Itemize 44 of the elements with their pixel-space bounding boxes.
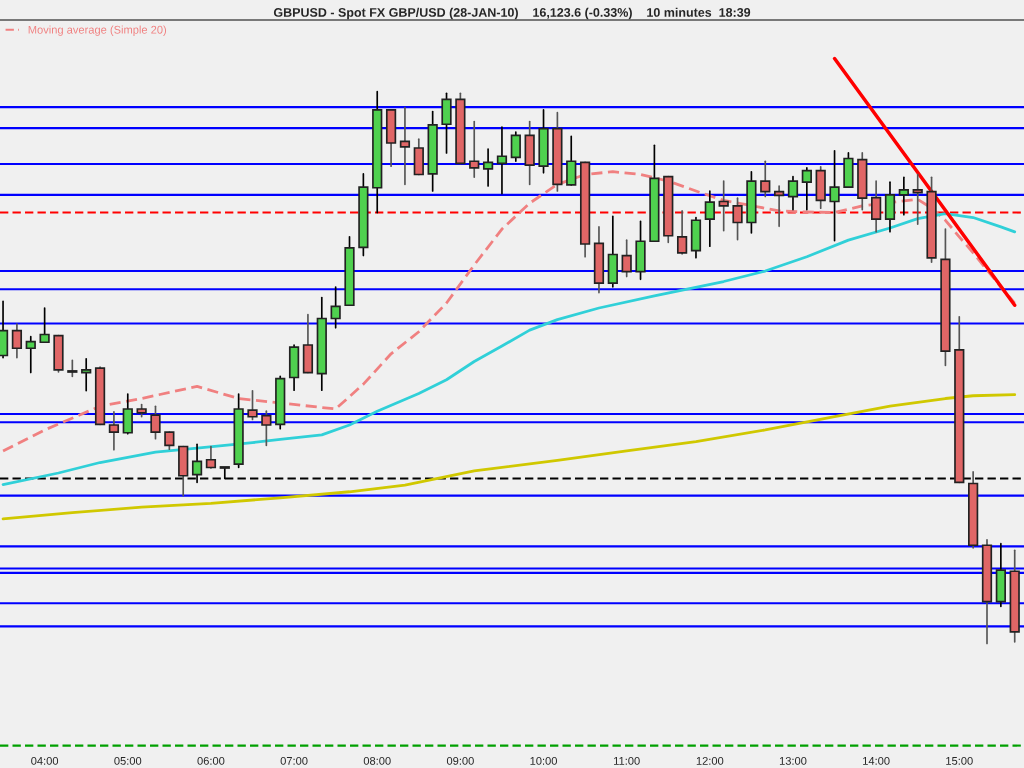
candlestick [39, 307, 50, 344]
candlestick [108, 410, 120, 451]
candlestick [704, 190, 715, 248]
candlestick [81, 357, 92, 392]
candlestick [773, 185, 785, 228]
candlestick [898, 176, 909, 216]
candlestick [482, 148, 494, 187]
candlestick [870, 180, 882, 233]
candlestick [510, 131, 521, 163]
candlestick [469, 120, 480, 179]
x-tick-label: 14:00 [863, 756, 890, 765]
x-tick-label: 11:00 [614, 756, 640, 765]
candlestick [247, 389, 258, 421]
candlestick [11, 323, 23, 359]
candlestick [676, 210, 688, 255]
x-tick-label: 04:00 [31, 756, 59, 765]
chart-title: GBPUSD - Spot FX GBP/USD (28-JAN-10) 16,123.6 (-0.33%) 10 minutes 18:39 [273, 7, 751, 20]
candlestick [787, 175, 799, 211]
x-tick-label: 13:00 [779, 756, 807, 765]
x-tick-label: 07:00 [280, 756, 308, 765]
candlestick [150, 405, 161, 440]
x-tick-label: 06:00 [197, 756, 225, 765]
candlestick [760, 160, 771, 198]
candlestick [621, 239, 632, 278]
x-tick-label: 10:00 [530, 756, 557, 765]
candlestick [732, 197, 743, 241]
candlestick [122, 393, 133, 435]
legend-label: Moving average (Simple 20) [28, 25, 167, 36]
candlestick [330, 286, 341, 329]
candlestick [801, 167, 812, 211]
candlestick [496, 126, 508, 195]
candlestick [205, 445, 217, 469]
x-tick-label: 12:00 [696, 756, 724, 765]
x-tick-label: 08:00 [363, 756, 391, 765]
x-tick-label: 05:00 [114, 756, 142, 765]
x-tick-label: 15:00 [946, 756, 973, 765]
x-tick-label: 09:00 [446, 756, 474, 765]
candlestick [718, 180, 729, 232]
candlestick [25, 335, 36, 374]
candlestick [566, 135, 577, 186]
candlestick [912, 173, 923, 225]
candlestick [399, 106, 411, 186]
candlestick [829, 149, 840, 242]
candlestick [261, 410, 272, 447]
